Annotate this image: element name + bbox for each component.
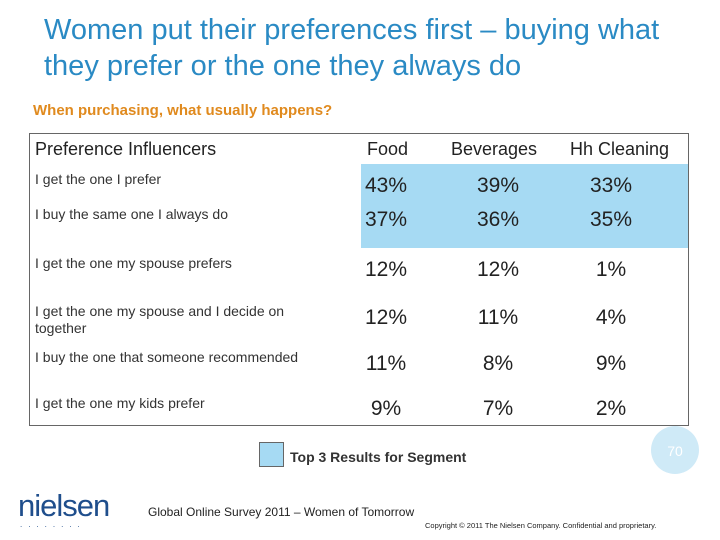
value-cell: 9% bbox=[370, 397, 402, 420]
value-cell: 37% bbox=[364, 208, 408, 231]
value-cell: 8% bbox=[482, 352, 514, 375]
row-label: I buy the same one I always do bbox=[35, 206, 228, 222]
row-label: I get the one my kids prefer bbox=[35, 395, 205, 411]
value-cell: 2% bbox=[595, 397, 627, 420]
top-results-highlight bbox=[361, 164, 688, 248]
nielsen-logo: nielsen bbox=[18, 488, 110, 523]
page-number: 70 bbox=[651, 426, 699, 474]
value-cell: 36% bbox=[476, 208, 520, 231]
header-beverages: Beverages bbox=[451, 139, 538, 159]
value-cell: 4% bbox=[595, 306, 627, 329]
nielsen-logo-dots: ........ bbox=[20, 520, 86, 529]
value-cell: 7% bbox=[482, 397, 514, 420]
value-cell: 39% bbox=[476, 174, 520, 197]
value-cell: 35% bbox=[589, 208, 633, 231]
value-cell: 1% bbox=[595, 258, 627, 281]
legend-label: Top 3 Results for Segment bbox=[290, 449, 467, 465]
value-cell: 12% bbox=[364, 306, 408, 329]
row-label: I get the one my spouse and I decide on … bbox=[35, 303, 285, 336]
value-cell: 33% bbox=[589, 174, 633, 197]
value-cell: 11% bbox=[365, 352, 407, 375]
row-label: I get the one my spouse prefers bbox=[35, 255, 232, 271]
row-label: I buy the one that someone recommended bbox=[35, 349, 299, 365]
value-cell: 9% bbox=[595, 352, 627, 375]
question-subtitle: When purchasing, what usually happens? bbox=[33, 102, 333, 119]
copyright-notice: Copyright © 2011 The Nielsen Company. Co… bbox=[425, 521, 657, 530]
slide-title: Women put their preferences first – buyi… bbox=[44, 14, 660, 82]
header-food: Food bbox=[367, 139, 409, 159]
value-cell: 12% bbox=[364, 258, 408, 281]
header-influencers: Preference Influencers bbox=[35, 139, 217, 159]
header-hh-cleaning: Hh Cleaning bbox=[570, 139, 670, 159]
value-cell: 43% bbox=[364, 174, 408, 197]
footer-note: Global Online Survey 2011 – Women of Tom… bbox=[148, 505, 415, 519]
value-cell: 11% bbox=[477, 306, 519, 329]
row-label: I get the one I prefer bbox=[35, 171, 162, 187]
value-cell: 12% bbox=[476, 258, 520, 281]
preference-table: Preference Influencers Food Beverages Hh… bbox=[29, 133, 689, 426]
legend-swatch bbox=[259, 442, 284, 467]
